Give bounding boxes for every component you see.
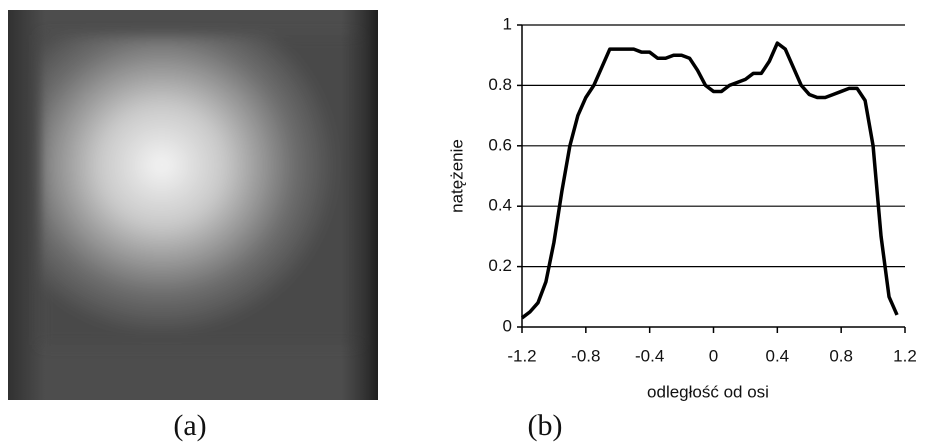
data-line bbox=[520, 41, 899, 320]
y-tick-label: 0.2 bbox=[488, 256, 512, 275]
y-tick-label: 0.8 bbox=[488, 75, 512, 94]
y-tick-label: 0 bbox=[503, 316, 512, 335]
panel-label: (b) bbox=[528, 409, 563, 442]
y-axis-label: natężenie bbox=[447, 139, 466, 213]
x-tick-label: 0.4 bbox=[766, 346, 790, 365]
x-tick-label: 1.2 bbox=[893, 346, 917, 365]
y-tick-label: 0.6 bbox=[488, 135, 512, 154]
x-tick-label: -0.4 bbox=[635, 346, 664, 365]
x-axis-label: odległość od osi bbox=[647, 382, 769, 401]
photo bbox=[8, 10, 378, 400]
x-tick-label: 0 bbox=[709, 346, 718, 365]
x-tick-label: 0.8 bbox=[829, 346, 853, 365]
panel-label: (a) bbox=[173, 409, 206, 442]
x-tick-label: -0.8 bbox=[571, 346, 600, 365]
x-tick-label: -1.2 bbox=[507, 346, 536, 365]
y-tick-label: 1 bbox=[503, 14, 512, 33]
y-tick-label: 0.4 bbox=[488, 196, 512, 215]
